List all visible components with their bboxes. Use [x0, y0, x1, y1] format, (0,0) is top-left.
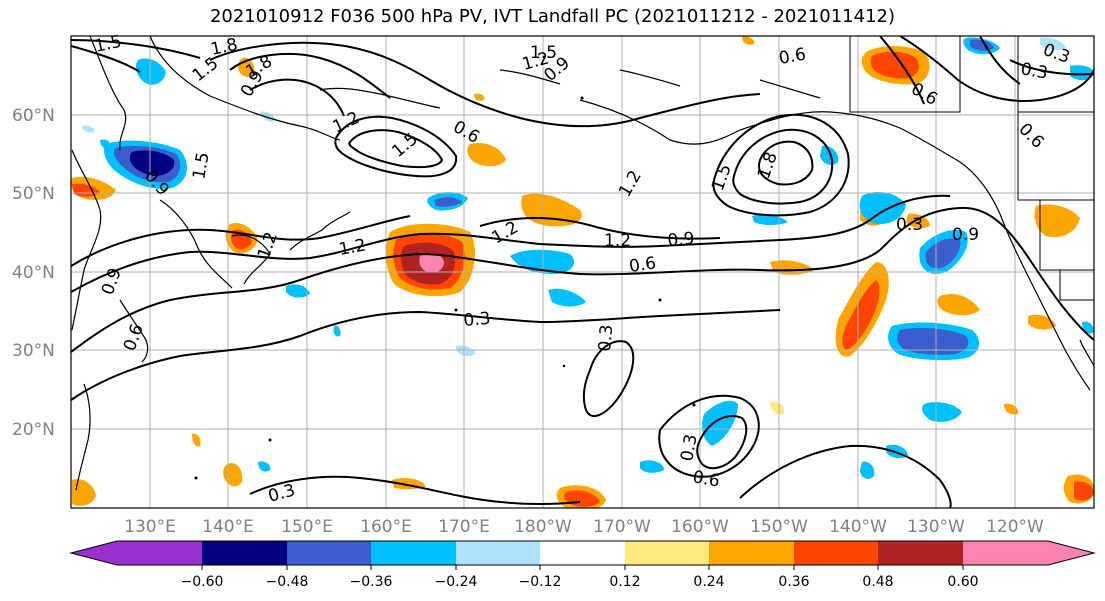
latitude-label: 40°N — [12, 263, 55, 283]
map-frame — [70, 35, 1095, 509]
colorbar: −0.60 −0.48 −0.36 −0.24 −0.12 0.12 0.24 … — [69, 540, 1096, 590]
colorbar-outline — [69, 540, 1096, 566]
latitude-labels: 60°N 50°N 40°N 30°N 20°N — [12, 106, 55, 440]
colorbar-tick-label: −0.60 — [181, 574, 224, 590]
longitude-label: 140°W — [829, 517, 887, 537]
contour-label: 1.2 — [337, 236, 367, 260]
longitude-label: 160°E — [360, 517, 412, 537]
colorbar-segment — [709, 541, 794, 565]
colorbar-segment — [371, 541, 456, 565]
colorbar-tick-label: 0.36 — [778, 574, 809, 590]
political-borders — [849, 36, 1094, 301]
negative-anomaly-region — [919, 229, 968, 274]
longitude-label: 140°E — [202, 517, 254, 537]
longitude-label: 120°W — [986, 517, 1044, 537]
colorbar-segment — [71, 541, 202, 565]
contour-label: 0.3 — [463, 309, 492, 331]
contour-label: 0.9 — [667, 229, 696, 251]
colorbar-tick-label: −0.48 — [266, 574, 309, 590]
longitude-label: 180°W — [514, 517, 572, 537]
contour-label: 0.3 — [896, 215, 923, 235]
colorbar-segment — [202, 541, 287, 565]
contour-label: 1.5 — [189, 151, 213, 181]
latitude-label: 20°N — [12, 420, 55, 440]
longitude-label: 170°E — [438, 517, 490, 537]
map-panel — [70, 35, 1095, 509]
latitude-label: 50°N — [12, 184, 55, 204]
coastlines — [71, 36, 1094, 491]
pv-contours — [71, 36, 1094, 508]
longitude-label: 130°W — [907, 517, 965, 537]
colorbar-tick-label: −0.24 — [435, 574, 478, 590]
longitude-label: 150°W — [750, 517, 808, 537]
positive-anomaly-region — [835, 262, 889, 357]
colorbar-segment — [794, 541, 878, 565]
colorbar-tick-label: 0.12 — [609, 574, 640, 590]
longitude-label: 160°W — [671, 517, 729, 537]
colorbar-segment — [456, 541, 540, 565]
figure-title: 2021010912 F036 500 hPa PV, IVT Landfall… — [209, 6, 896, 27]
latitude-label: 60°N — [12, 106, 55, 126]
contour-label: 0.6 — [691, 467, 721, 491]
colorbar-segment — [878, 541, 963, 565]
contour-label: 0.6 — [777, 45, 807, 69]
colorbar-tick-label: 0.60 — [947, 574, 978, 590]
longitude-label: 130°E — [124, 517, 176, 537]
colorbar-tick-label: 0.24 — [693, 574, 724, 590]
contour-label: 0.9 — [952, 225, 979, 245]
negative-anomaly-region — [888, 322, 980, 361]
colorbar-segment — [963, 541, 1094, 565]
contour-label: 0.3 — [677, 433, 701, 463]
colorbar-segment — [540, 541, 625, 565]
colorbar-segment — [625, 541, 709, 565]
latitude-label: 30°N — [12, 341, 55, 361]
contour-label: 1.2 — [604, 231, 631, 251]
negative-anomaly-region — [104, 140, 187, 189]
negative-anomaly-region — [82, 37, 1094, 479]
colorbar-ticks — [201, 565, 964, 570]
island-markers — [194, 96, 696, 480]
colorbar-tick-label: −0.36 — [350, 574, 393, 590]
colorbar-tick-label: 0.48 — [862, 574, 893, 590]
gridlines — [71, 36, 1094, 508]
contour-label: 0.6 — [628, 253, 658, 277]
longitude-label: 150°E — [281, 517, 333, 537]
longitude-label: 170°W — [593, 517, 651, 537]
contour-label: 0.3 — [595, 324, 617, 353]
positive-anomaly-region — [385, 223, 475, 297]
contour-label: 1.5 — [530, 43, 557, 63]
longitude-labels: 130°E 140°E 150°E 160°E 170°E 180°W 170°… — [124, 517, 1044, 537]
contour-label: 0.3 — [1019, 59, 1049, 83]
colorbar-tick-label: −0.12 — [519, 574, 562, 590]
colorbar-segment — [287, 541, 371, 565]
